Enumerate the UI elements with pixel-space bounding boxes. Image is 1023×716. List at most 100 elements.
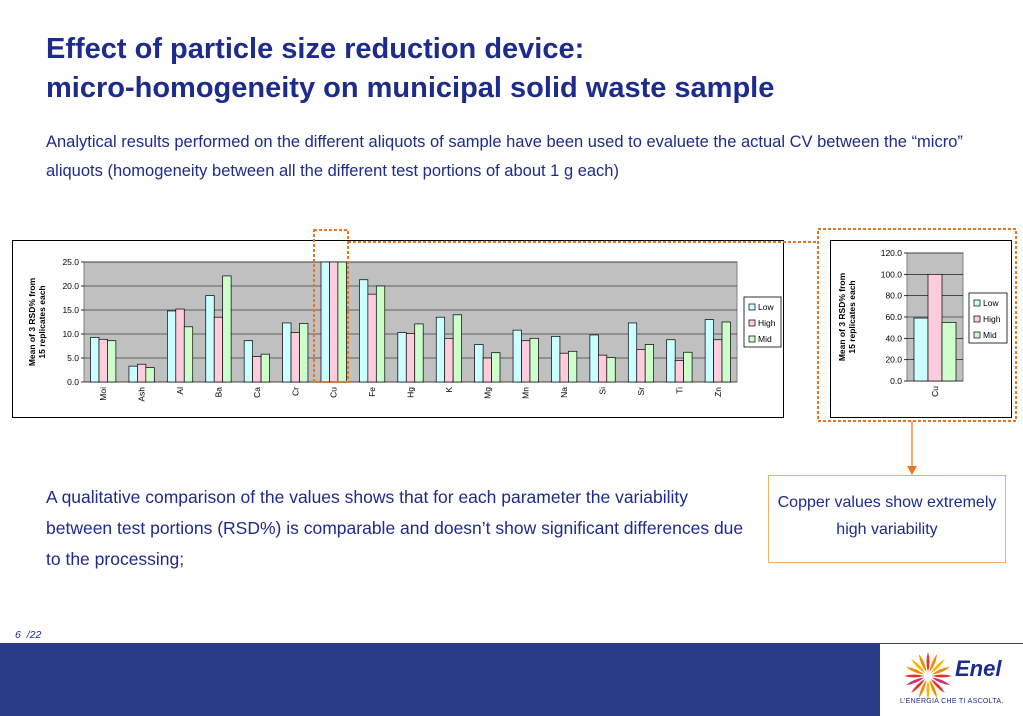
y-tick-label: 0.0 — [67, 377, 79, 387]
sun-ray — [932, 674, 952, 678]
y-tick-label: 0.0 — [890, 376, 902, 386]
x-tick-label: Ti — [674, 387, 684, 394]
y-axis-label-line2: 15 replicates each — [847, 280, 857, 353]
bar-low-moi — [90, 337, 100, 383]
bar-low-ti — [666, 339, 676, 383]
main-chart-svg: 0.0 5.0 10.0 15.0 20.0 25.0 Moi Ash Al Ba Ca Cr Cu Fe… — [27, 257, 782, 402]
bar-mid-na — [568, 350, 578, 383]
sun-ray — [930, 678, 945, 693]
enel-sun-icon — [904, 652, 952, 700]
legend-label-low: Low — [983, 298, 999, 308]
x-tick-label: K — [444, 387, 454, 393]
page-total: /22 — [26, 629, 42, 641]
bar-low-ca — [243, 340, 253, 383]
y-tick-label: 20.0 — [62, 281, 79, 291]
bar-mid-ash — [145, 367, 155, 383]
legend: Low High Mid — [743, 296, 782, 348]
x-tick-label: Sr — [636, 387, 646, 396]
x-tick-label: Hg — [406, 387, 416, 398]
legend: Low High Mid — [968, 292, 1008, 344]
bar-low-na — [551, 336, 561, 383]
x-tick-label: Ca — [252, 387, 262, 398]
x-tick-label: Ash — [137, 387, 147, 402]
sun-ray — [918, 679, 927, 699]
y-tick-label: 120.0 — [881, 248, 903, 258]
legend-swatch-low — [748, 303, 756, 311]
conclusion-text: A qualitative comparison of the values s… — [46, 487, 744, 569]
y-axis-label-line2: 15 replicates each — [37, 285, 47, 358]
bar-high-fe — [367, 293, 377, 383]
bar-mid-cu — [337, 261, 347, 383]
y-tick-label: 15.0 — [62, 305, 79, 315]
y-tick-label: 25.0 — [62, 257, 79, 267]
bar-mid-cu — [941, 321, 957, 382]
bar-mid-zn — [721, 321, 731, 383]
y-axis-label: Mean of 3 RSD% from 15 replicates each — [27, 277, 47, 366]
sun-ray — [926, 680, 930, 700]
legend-swatch-low — [973, 299, 981, 307]
copper-chart: 0.0 20.0 40.0 60.0 80.0 100.0 120.0 Cu Mean of 3… — [830, 240, 1012, 418]
sun-ray — [929, 653, 938, 673]
sun-core — [925, 673, 931, 679]
bar-high-mn — [521, 340, 531, 383]
bar-high-cu — [927, 273, 943, 382]
y-tick-label: 80.0 — [885, 291, 902, 301]
bar-high-ca — [252, 356, 262, 383]
callout-arrow-head — [907, 466, 917, 475]
bar-mid-ca — [260, 353, 270, 383]
bar-high-k — [444, 337, 454, 383]
logo-tagline: L’ENERGIA CHE TI ASCOLTA. — [900, 698, 1004, 705]
x-tick-label: Moi — [98, 387, 108, 401]
bar-mid-fe — [375, 285, 386, 383]
logo-panel — [880, 644, 1023, 716]
bar-low-mn — [512, 329, 522, 383]
bar-low-al — [167, 310, 177, 383]
legend-label-low: Low — [758, 302, 774, 312]
bar-high-cr — [290, 332, 300, 383]
bar-mid-moi — [107, 340, 117, 383]
title-line-1: Effect of particle size reduction device… — [46, 33, 585, 65]
bar-low-zn — [704, 319, 714, 383]
legend-swatch-high — [748, 319, 756, 327]
y-axis-label-line1: Mean of 3 RSD% from — [837, 272, 847, 361]
sun-ray — [905, 666, 925, 675]
bar-high-ash — [137, 363, 147, 383]
x-tick-label: Cr — [290, 387, 300, 396]
bar-low-k — [435, 316, 446, 383]
bar-high-sr — [636, 349, 646, 383]
bar-mid-sr — [644, 344, 654, 383]
sun-ray — [918, 653, 927, 673]
bar-mid-al — [183, 326, 194, 383]
legend-label-high: High — [983, 314, 1001, 324]
x-tick-label: Si — [598, 387, 608, 395]
bar-mid-k — [452, 314, 462, 383]
y-axis-label: Mean of 3 RSD% from 15 replicates each — [837, 272, 857, 361]
bar-low-mg — [474, 344, 484, 383]
legend-swatch-high — [973, 315, 981, 323]
bar-low-fe — [359, 279, 369, 383]
bar-mid-cr — [299, 323, 309, 383]
y-tick-label: 40.0 — [885, 333, 902, 343]
bar-high-al — [175, 308, 185, 383]
x-tick-label: Zn — [713, 387, 723, 397]
title-line-2: micro-homogeneity on municipal solid was… — [46, 72, 775, 104]
x-tick-label: Cu — [329, 387, 339, 398]
x-tick-label: Fe — [367, 387, 377, 397]
bar-high-ti — [674, 360, 684, 383]
intro-paragraph: Analytical results performed on the diff… — [46, 133, 963, 180]
sun-ray — [904, 674, 924, 678]
bar-mid-mn — [529, 337, 539, 383]
sun-ray — [911, 659, 926, 674]
y-tick-label: 20.0 — [885, 355, 902, 365]
bar-mid-si — [606, 357, 616, 383]
x-tick-label: Na — [559, 387, 569, 398]
copper-callout-box: Copper values show extremely high variab… — [768, 475, 1006, 563]
y-tick-label: 100.0 — [881, 269, 903, 279]
bar-low-cr — [282, 322, 292, 383]
page-number: 6 /22 — [15, 629, 41, 641]
bar-mid-ba — [222, 275, 232, 383]
bar-high-mg — [482, 357, 492, 383]
bar-high-hg — [405, 333, 416, 383]
legend-label-high: High — [758, 318, 776, 328]
bar-low-cu — [320, 261, 330, 383]
